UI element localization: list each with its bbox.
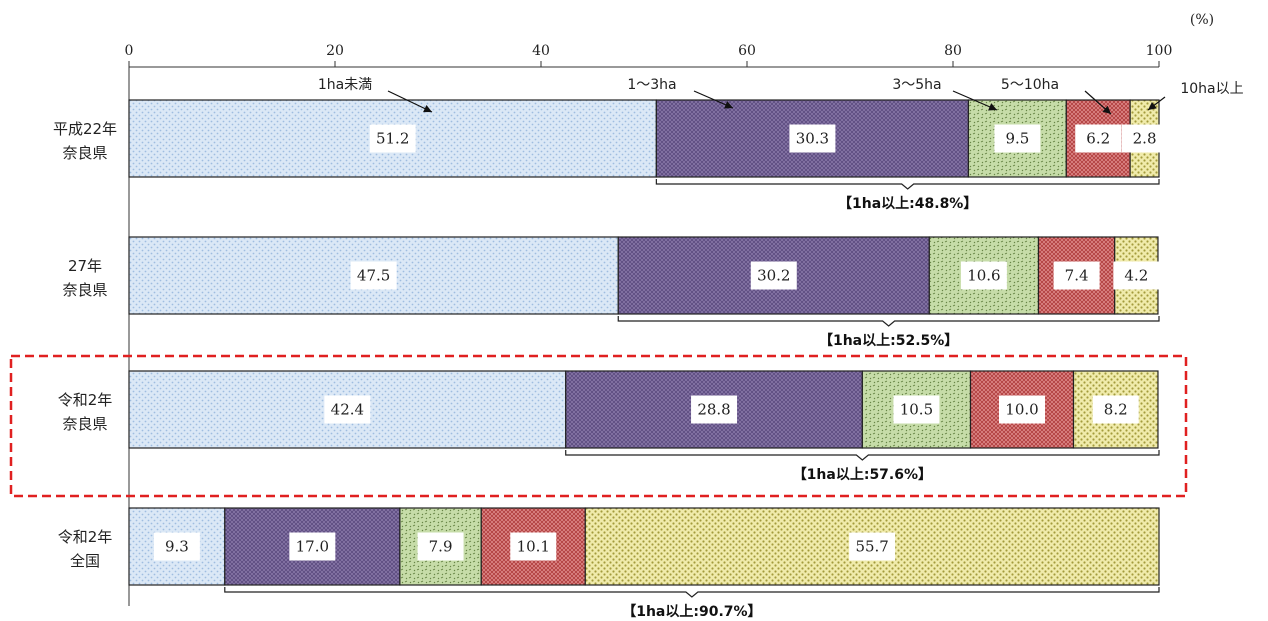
value-label: 28.8	[697, 401, 730, 419]
value-label-box	[350, 261, 397, 290]
series-label-arrowhead	[423, 104, 432, 113]
value-label-box	[789, 124, 836, 153]
value-label: 42.4	[331, 401, 364, 419]
value-label: 2.8	[1133, 130, 1157, 148]
series-labels: 1ha未満 1〜3ha 3〜5ha 5〜10ha 10ha以上	[318, 77, 1244, 115]
x-tick-label: 20	[326, 43, 344, 59]
bracket-line	[224, 587, 1160, 598]
bracket-line	[655, 179, 1160, 190]
value-label-box	[994, 124, 1041, 153]
value-label-box	[691, 395, 738, 424]
value-label: 10.6	[967, 267, 1000, 285]
value-label: 17.0	[296, 538, 329, 556]
category-label-line: 平成22年	[53, 120, 117, 138]
value-label-box	[1092, 395, 1139, 424]
value-label: 9.3	[165, 538, 189, 556]
value-label-box	[960, 261, 1007, 290]
value-label-box	[1075, 124, 1122, 153]
value-label-box	[369, 124, 416, 153]
category-label-line: 奈良県	[62, 281, 107, 299]
x-tick-label: 80	[944, 43, 962, 59]
bracket-label: 【1ha以上:57.6%】	[793, 467, 932, 483]
value-label-box	[1113, 261, 1160, 290]
value-label-box	[1121, 124, 1168, 153]
category-label: 令和2年奈良県	[58, 391, 113, 433]
value-label: 6.2	[1086, 130, 1110, 148]
value-label-box	[999, 395, 1046, 424]
unit-label: (%)	[1190, 12, 1214, 28]
value-label: 30.3	[796, 130, 829, 148]
bars	[128, 99, 1160, 586]
series-label: 1ha未満	[318, 77, 372, 93]
series-label-arrowhead	[1148, 101, 1157, 110]
value-label-box	[849, 532, 896, 561]
value-label: 10.5	[900, 401, 933, 419]
series-label-arrowhead	[1102, 105, 1111, 114]
value-label-box	[153, 532, 200, 561]
bracket-label: 【1ha以上:48.8%】	[838, 196, 977, 212]
bar-segment	[565, 370, 863, 449]
value-label-box	[750, 261, 797, 290]
category-label-line: 奈良県	[62, 144, 107, 162]
x-tick-label: 60	[738, 43, 756, 59]
category-label-line: 令和2年	[58, 391, 113, 409]
value-labels: 51.2 30.3 9.5 6.2 2.8 47.5 30.2 10.6 7.4 4.2 42.4 2…	[153, 124, 1168, 561]
value-label-box	[417, 532, 464, 561]
x-tick-label: 100	[1146, 43, 1173, 59]
x-tick-label: 40	[532, 43, 550, 59]
value-label-box	[289, 532, 336, 561]
value-label: 10.1	[517, 538, 550, 556]
value-label: 8.2	[1104, 401, 1128, 419]
value-label: 4.2	[1124, 267, 1148, 285]
value-label: 30.2	[757, 267, 790, 285]
brackets: 【1ha以上:48.8%】【1ha以上:52.5%】【1ha以上:57.6%】【…	[224, 179, 1160, 620]
bracket-label: 【1ha以上:90.7%】	[622, 604, 761, 620]
series-label: 3〜5ha	[892, 77, 941, 93]
bracket-label: 【1ha以上:52.5%】	[819, 333, 958, 349]
bracket-line	[565, 450, 1160, 461]
value-label-box	[893, 395, 940, 424]
series-label-arrowhead	[724, 101, 733, 109]
value-label: 7.9	[429, 538, 453, 556]
series-label-arrowhead	[988, 103, 997, 111]
value-label-box	[510, 532, 557, 561]
value-label: 55.7	[855, 538, 888, 556]
value-label: 7.4	[1065, 267, 1089, 285]
value-label: 9.5	[1005, 130, 1029, 148]
series-label: 10ha以上	[1180, 81, 1243, 97]
series-label: 1〜3ha	[627, 77, 676, 93]
series-label-arrow	[387, 90, 433, 113]
category-label-line: 令和2年	[58, 528, 113, 546]
category-label: 令和2年全国	[58, 528, 113, 570]
category-label-line: 奈良県	[62, 415, 107, 433]
value-label: 10.0	[1005, 401, 1038, 419]
category-label-line: 27年	[68, 257, 102, 275]
x-tick-label: 0	[125, 43, 134, 59]
value-label-box	[324, 395, 371, 424]
bracket-line	[617, 316, 1160, 327]
value-label: 47.5	[357, 267, 390, 285]
value-label: 51.2	[376, 130, 409, 148]
series-label: 5〜10ha	[1001, 77, 1059, 93]
category-label-line: 全国	[70, 552, 100, 570]
value-label-box	[1053, 261, 1100, 290]
category-label: 27年奈良県	[62, 257, 107, 299]
category-label: 平成22年奈良県	[53, 120, 117, 162]
